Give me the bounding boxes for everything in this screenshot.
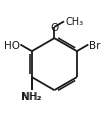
- Text: NH₂: NH₂: [22, 91, 42, 101]
- Text: CH₃: CH₃: [65, 17, 83, 27]
- Text: HO: HO: [4, 40, 20, 50]
- Text: O: O: [50, 23, 59, 33]
- Text: Br: Br: [89, 40, 100, 50]
- Text: NH₂: NH₂: [21, 91, 41, 101]
